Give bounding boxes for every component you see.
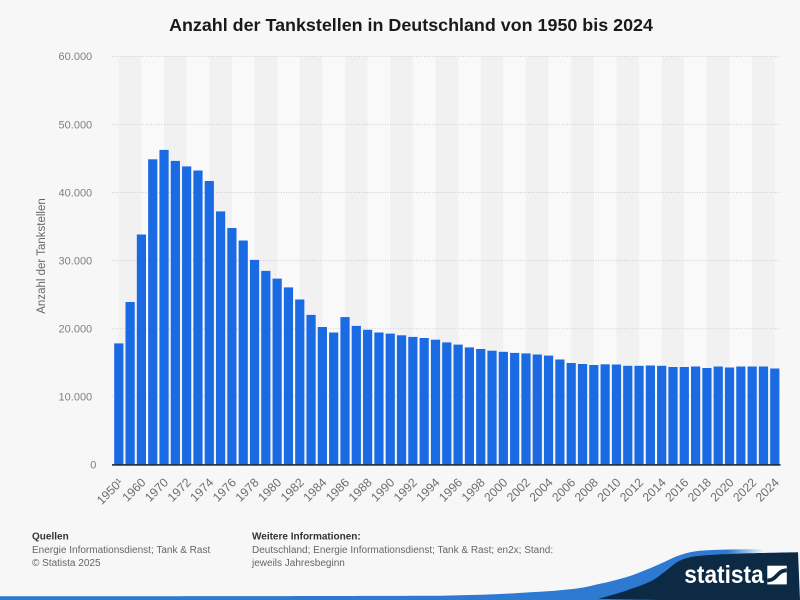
svg-text:jeweils Jahresbeginn: jeweils Jahresbeginn xyxy=(251,558,345,569)
svg-text:Quellen: Quellen xyxy=(32,532,69,543)
svg-text:20.000: 20.000 xyxy=(59,324,93,336)
svg-text:Anzahl der Tankstellen: Anzahl der Tankstellen xyxy=(36,198,48,314)
svg-text:60.000: 60.000 xyxy=(59,51,93,63)
svg-text:Anzahl der Tankstellen in Deut: Anzahl der Tankstellen in Deutschland vo… xyxy=(169,15,653,35)
svg-text:statista: statista xyxy=(684,562,764,589)
svg-text:50.000: 50.000 xyxy=(59,119,93,131)
svg-text:Energie Informationsdienst; Ta: Energie Informationsdienst; Tank & Rast xyxy=(32,545,210,556)
svg-text:10.000: 10.000 xyxy=(59,392,93,404)
svg-text:Deutschland; Energie Informati: Deutschland; Energie Informationsdienst;… xyxy=(252,545,553,556)
svg-text:30.000: 30.000 xyxy=(59,255,93,267)
svg-text:0: 0 xyxy=(90,460,96,472)
svg-text:© Statista 2025: © Statista 2025 xyxy=(32,558,101,569)
svg-text:40.000: 40.000 xyxy=(59,187,93,199)
svg-text:Weitere Informationen:: Weitere Informationen: xyxy=(252,532,361,543)
